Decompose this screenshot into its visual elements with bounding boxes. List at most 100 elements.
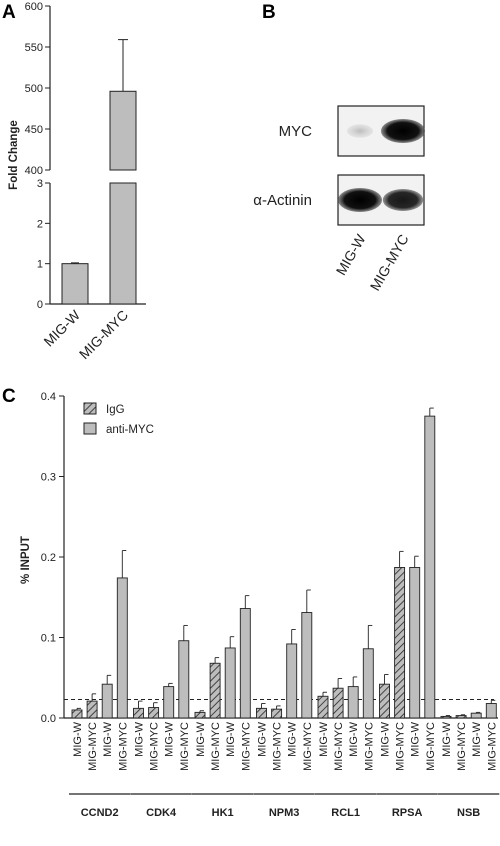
panel-c-bar-rpsa-1 <box>394 567 406 719</box>
panel-c-bar-cdk4-0 <box>133 707 144 719</box>
panel-c-xlabel: MIG-W <box>287 721 299 756</box>
panel-c-bar-ccnd2-0 <box>71 709 83 719</box>
panel-c-xlabel: MIG-MYC <box>363 722 375 771</box>
panel-letter-c: C <box>2 386 16 407</box>
blot-band-0-0 <box>347 124 373 138</box>
panel-c-bar-hk1-1 <box>209 662 221 719</box>
panel-c-bar-npm3-1 <box>271 708 283 719</box>
panel-a-chart: 400 450 500 550 600 0 1 2 3 Fold Change MIG-WMIG-M… <box>8 1 146 362</box>
panel-a-ytick-label-lower: 2 <box>37 218 43 230</box>
panel-c-bar-ccnd2-2 <box>101 683 113 719</box>
legend-swatch-anti-myc <box>83 422 97 435</box>
panel-c-gene-label-rpsa: RPSA <box>392 807 423 819</box>
legend-label-igg: IgG <box>106 404 125 416</box>
panel-c-ylabel: % INPUT <box>20 536 32 584</box>
panel-c-xlabel: MIG-MYC <box>240 722 252 771</box>
panel-c-ytick-label: 0.4 <box>41 391 56 403</box>
panel-c-ytick-label: 0.2 <box>41 552 56 564</box>
panel-c-bar-rpsa-3 <box>424 415 436 719</box>
panel-c-gene-label-rcl1: RCL1 <box>331 807 360 819</box>
blot-row-label-0: MYC <box>279 123 313 140</box>
panel-c-bar-ccnd2-1 <box>86 700 98 719</box>
panel-c-bar-npm3-3 <box>301 612 313 719</box>
panel-c-bar-hk1-2 <box>224 647 236 719</box>
panel-c-xlabel: MIG-MYC <box>210 722 222 771</box>
panel-c-ytick-label: 0.0 <box>41 713 56 725</box>
panel-a-bar-1-lower <box>109 182 137 305</box>
panel-a-ytick-label-upper: 400 <box>25 165 43 177</box>
panel-c-bar-nsb-3 <box>485 703 497 719</box>
panel-a-ytick-label-lower: 3 <box>37 178 43 190</box>
panel-c-xlabel: MIG-MYC <box>272 722 284 771</box>
panel-c-bar-nsb-1 <box>455 715 467 719</box>
panel-a-bar-1-upper <box>109 90 137 171</box>
panel-c-bar-ccnd2-3 <box>116 577 128 719</box>
blot-lane-label-1: MIG-MYC <box>367 232 412 294</box>
legend-label-anti-myc: anti-MYC <box>106 424 154 436</box>
panel-c-xlabel: MIG-MYC <box>486 722 498 771</box>
legend-swatch-igg <box>83 402 97 415</box>
panel-c-bar-cdk4-3 <box>178 640 190 719</box>
panel-c-xlabel: MIG-W <box>72 721 84 756</box>
panel-a-ytick-label-upper: 500 <box>25 83 43 95</box>
panel-a-ytick-label-lower: 1 <box>37 259 43 271</box>
panel-c-xlabel: MIG-W <box>380 721 392 756</box>
panel-a-xlabel-0: MIG-W <box>40 306 83 349</box>
panel-c-xlabel: MIG-MYC <box>456 722 468 771</box>
panel-a-ytick-label-upper: 550 <box>25 42 43 54</box>
panel-c-xlabel: MIG-MYC <box>87 722 99 771</box>
panel-c-xlabel: MIG-MYC <box>395 722 407 771</box>
panel-c-xlabel: MIG-W <box>410 721 422 756</box>
panel-c-xlabel: MIG-W <box>164 721 176 756</box>
panel-c-xlabel: MIG-W <box>195 721 207 756</box>
blot-row-label-1: α-Actinin <box>253 192 312 209</box>
panel-c-xlabel: MIG-W <box>348 721 360 756</box>
blot-lane-label-0: MIG-W <box>333 231 369 278</box>
panel-c-bar-rcl1-3 <box>362 648 374 719</box>
panel-c-xlabel: MIG-MYC <box>302 722 314 771</box>
panel-c-xlabel: MIG-MYC <box>179 722 191 771</box>
panel-c-xlabel: MIG-W <box>134 721 146 756</box>
blot-band-1-0 <box>338 188 382 212</box>
panel-c-xlabel: MIG-MYC <box>149 722 161 771</box>
panel-c-xlabel: MIG-W <box>225 721 237 756</box>
panel-a-bar-0 <box>61 263 89 305</box>
panel-c-xlabel: MIG-MYC <box>425 722 437 771</box>
panel-letter-a: A <box>2 2 16 23</box>
panel-c-ytick-label: 0.3 <box>41 472 56 484</box>
panel-c-bar-nsb-0 <box>440 715 452 719</box>
panel-c-bar-npm3-2 <box>286 643 298 719</box>
panel-c-bar-npm3-0 <box>256 707 267 719</box>
panel-c-gene-label-npm3: NPM3 <box>269 807 300 819</box>
panel-c-gene-label-ccnd2: CCND2 <box>81 807 119 819</box>
panel-c-gene-label-hk1: HK1 <box>212 807 234 819</box>
panel-c-xlabel: MIG-W <box>257 721 269 756</box>
panel-c-bar-cdk4-1 <box>148 707 160 719</box>
panel-c-xlabel: MIG-MYC <box>117 722 129 771</box>
panel-c-bar-nsb-2 <box>470 712 482 719</box>
panel-c-xlabel: MIG-W <box>471 721 483 756</box>
panel-c-bar-cdk4-2 <box>163 686 175 719</box>
panel-letter-b: B <box>262 2 276 23</box>
panel-c-bar-hk1-3 <box>239 608 251 719</box>
panel-c-xlabel: MIG-W <box>318 721 330 756</box>
panel-a-xlabel-1: MIG-MYC <box>76 307 131 362</box>
panel-c-bar-rpsa-2 <box>409 567 421 719</box>
blot-band-1-1 <box>382 189 424 211</box>
panel-c-xlabel: MIG-W <box>102 721 114 756</box>
panel-c-bar-rcl1-1 <box>332 687 344 719</box>
panel-c-bar-rpsa-0 <box>379 683 390 719</box>
panel-c-xlabel: MIG-MYC <box>333 722 345 771</box>
panel-c-ytick-label: 0.1 <box>41 633 56 645</box>
panel-a-ytick-label-lower: 0 <box>37 299 43 311</box>
panel-c-bar-rcl1-2 <box>347 686 359 719</box>
panel-a-ytick-label-upper: 600 <box>25 1 43 13</box>
panel-a-ytick-label-upper: 450 <box>25 124 43 136</box>
blot-band-0-1 <box>381 119 425 143</box>
panel-c-xlabel: MIG-W <box>441 721 453 756</box>
panel-c-gene-label-cdk4: CDK4 <box>146 807 177 819</box>
panel-c-bar-hk1-0 <box>194 711 206 719</box>
